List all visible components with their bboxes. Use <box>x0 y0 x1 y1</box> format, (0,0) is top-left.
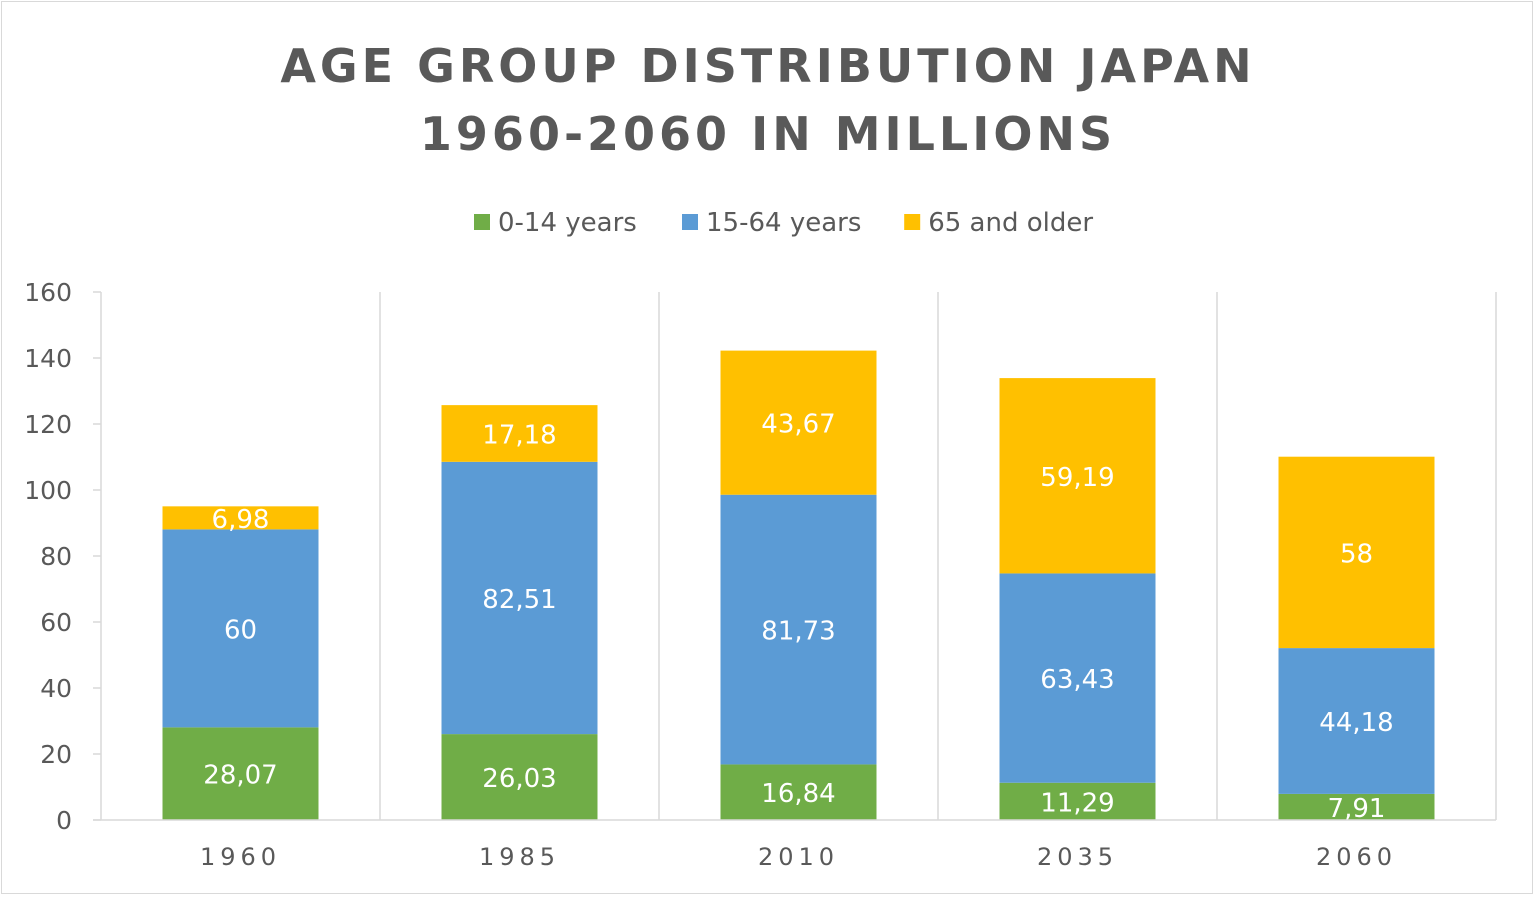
data-label: 58 <box>1340 539 1373 569</box>
legend-label: 15-64 years <box>706 208 861 238</box>
data-label: 17,18 <box>482 420 556 450</box>
y-tick-label: 160 <box>24 278 72 307</box>
gridlines <box>379 292 1497 820</box>
legend-label: 0-14 years <box>498 208 637 238</box>
y-tick-label: 40 <box>40 674 72 703</box>
y-tick-label: 0 <box>56 806 72 835</box>
data-label: 60 <box>224 615 257 645</box>
bar-segment <box>999 782 1156 820</box>
legend-swatch <box>682 214 698 230</box>
legend-label: 65 and older <box>928 208 1093 238</box>
bar-segment <box>1278 793 1435 820</box>
bar-segment <box>162 529 319 728</box>
data-label: 81,73 <box>761 617 835 647</box>
chart-title-line-2: 1960-2060 IN MILLIONS <box>420 107 1116 161</box>
bar-segment <box>999 573 1156 783</box>
bar-segment <box>162 506 319 530</box>
bars: 28,07 60 6,98 26,03 82,51 17,18 16,84 81,73 43,6… <box>162 350 1435 824</box>
bar-segment <box>441 461 598 735</box>
bar-segment <box>1278 456 1435 649</box>
data-label: 26,03 <box>482 764 556 794</box>
x-tick-label: 1960 <box>200 843 281 871</box>
legend: 0-14 years 15-64 years 65 and older <box>474 208 1093 238</box>
x-tick-label: 2010 <box>758 843 839 871</box>
x-axis: 1960 1985 2010 2035 2060 <box>93 819 1496 871</box>
bar-segment <box>1278 648 1435 794</box>
bar-segment <box>999 378 1156 574</box>
data-label: 82,51 <box>482 585 556 615</box>
bar-segment <box>441 405 598 462</box>
data-label: 16,84 <box>761 779 835 809</box>
legend-swatch <box>474 214 490 230</box>
bar-segment <box>720 350 877 495</box>
bar-segment <box>162 727 319 820</box>
data-label: 59,19 <box>1040 463 1114 493</box>
y-tick-label: 60 <box>40 608 72 637</box>
y-tick-label: 80 <box>40 542 72 571</box>
y-tick-label: 140 <box>24 344 72 373</box>
y-tick-label: 20 <box>40 740 72 769</box>
bar-segment <box>720 494 877 765</box>
data-label: 44,18 <box>1319 708 1393 738</box>
x-tick-label: 1985 <box>479 843 560 871</box>
data-label: 11,29 <box>1040 788 1114 818</box>
bar-segment <box>441 734 598 820</box>
data-label: 43,67 <box>761 410 835 440</box>
legend-swatch <box>904 214 921 230</box>
bar-segment <box>720 764 877 820</box>
x-tick-label: 2035 <box>1037 843 1118 871</box>
data-label: 28,07 <box>203 761 277 791</box>
data-label: 63,43 <box>1040 665 1114 695</box>
y-tick-label: 100 <box>24 476 72 505</box>
chart-title-line-1: AGE GROUP DISTRIBUTION JAPAN <box>280 39 1255 93</box>
y-tick-label: 120 <box>24 410 72 439</box>
data-label: 7,91 <box>1328 794 1386 824</box>
data-label: 6,98 <box>212 505 270 535</box>
y-axis: 0 20 40 60 80 100 120 140 160 <box>24 278 102 835</box>
x-tick-label: 2060 <box>1316 843 1397 871</box>
